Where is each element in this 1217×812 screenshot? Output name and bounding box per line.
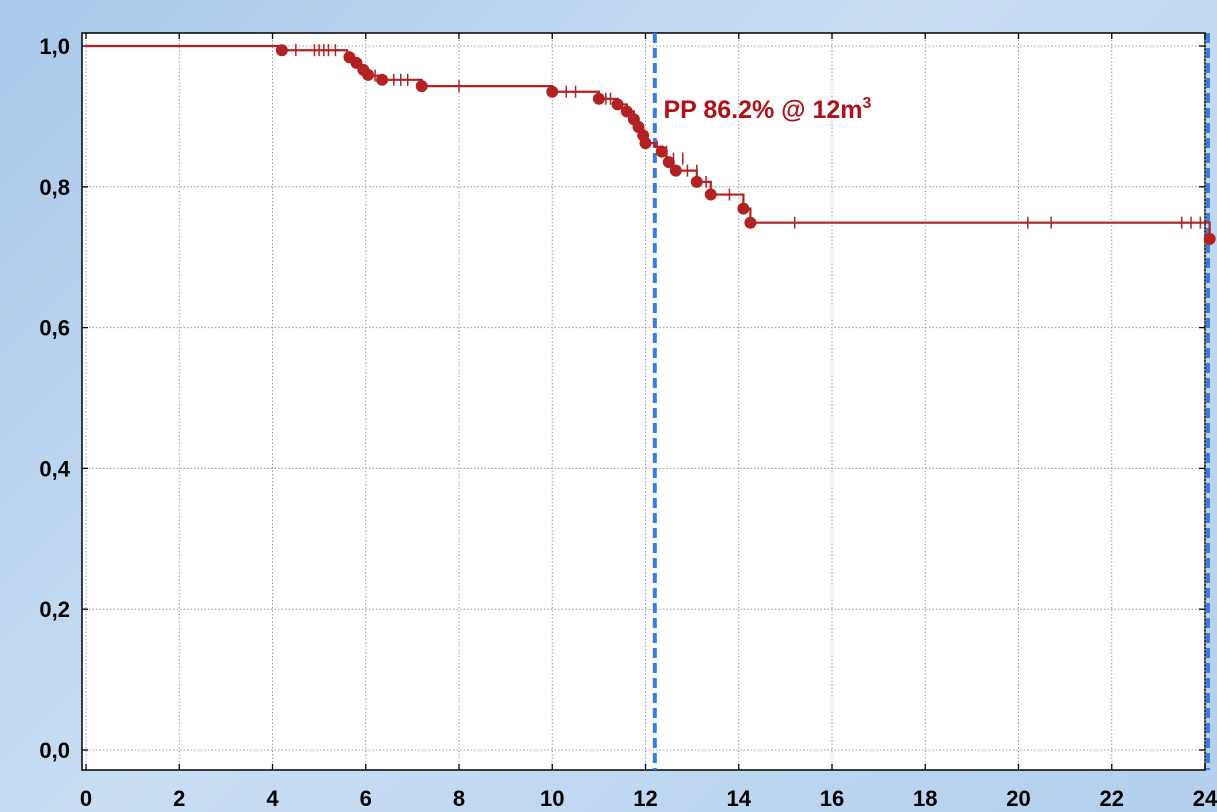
y-axis-ticks: 0,0 0,2 0,4 0,6 0,8 1,0: [39, 34, 1205, 763]
y-tick-label: 0,6: [39, 316, 70, 341]
x-tick-label: 16: [820, 786, 844, 811]
plot-area: [81, 32, 1206, 771]
event-point: [592, 92, 605, 105]
event-point: [704, 188, 717, 201]
event-point: [376, 73, 389, 86]
x-tick-label: 22: [1100, 786, 1124, 811]
y-tick-label: 0,8: [39, 175, 70, 200]
x-tick-label: 2: [173, 786, 185, 811]
x-tick-label: 18: [913, 786, 937, 811]
event-point: [737, 202, 750, 215]
x-tick-label: 20: [1006, 786, 1030, 811]
annotation-superscript: 3: [863, 95, 872, 112]
event-point: [620, 105, 633, 118]
y-tick-label: 0,2: [39, 597, 70, 622]
x-tick-label: 24: [1193, 786, 1217, 811]
event-point: [690, 175, 703, 188]
y-tick-label: 0,4: [39, 456, 70, 481]
x-tick-label: 8: [453, 786, 465, 811]
x-tick-label: 4: [266, 786, 279, 811]
event-point: [275, 44, 288, 57]
x-tick-label: 10: [540, 786, 564, 811]
event-point: [662, 156, 675, 169]
y-tick-label: 0,0: [39, 738, 70, 763]
x-tick-label: 14: [727, 786, 752, 811]
event-points: [275, 44, 1216, 245]
event-point: [669, 164, 682, 177]
event-point: [611, 98, 624, 111]
event-point: [415, 80, 428, 93]
y-tick-label: 1,0: [39, 34, 70, 59]
reference-lines: [652, 33, 1210, 770]
event-point: [744, 216, 757, 229]
annotation-text: PP 86.2% @ 12m: [663, 96, 862, 124]
event-point: [1203, 232, 1216, 245]
event-point: [362, 68, 375, 81]
grid-lines: [82, 33, 1206, 770]
event-point: [546, 85, 559, 98]
x-tick-label: 0: [80, 786, 92, 811]
x-axis-ticks: 0 2 4 6 8 10 12 14 16 18 20 22 24: [80, 33, 1217, 811]
x-tick-label: 12: [633, 786, 657, 811]
annotation-label: PP 86.2% @ 12m3: [663, 95, 871, 124]
x-tick-label: 6: [360, 786, 372, 811]
event-point: [655, 145, 668, 158]
event-point: [639, 137, 652, 150]
